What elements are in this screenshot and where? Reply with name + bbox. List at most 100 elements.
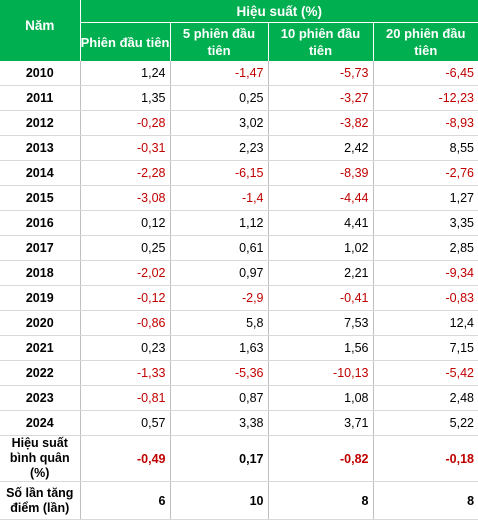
count-up-value: 8 [373,481,478,520]
value-cell: 2,23 [170,135,269,161]
value-cell: -3,27 [268,85,374,111]
value-cell: 1,56 [268,335,374,361]
value-cell: 3,71 [268,410,374,436]
value-cell: 0,61 [170,235,269,261]
performance-group-header: Hiệu suất (%) [80,0,478,23]
value-cell: -0,86 [80,310,171,336]
table-row: 2010 1,24 -1,47 -5,73 -6,45 [0,61,478,86]
value-cell: -2,02 [80,260,171,286]
value-cell: 12,4 [373,310,478,336]
value-cell: -0,12 [80,285,171,311]
year-cell: 2015 [0,185,81,211]
value-cell: 0,25 [170,85,269,111]
value-cell: 0,23 [80,335,171,361]
value-cell: 1,02 [268,235,374,261]
year-cell: 2024 [0,410,81,436]
value-cell: 5,8 [170,310,269,336]
table-row: 2020 -0,86 5,8 7,53 12,4 [0,310,478,336]
count-up-value: 6 [80,481,171,520]
value-cell: -5,36 [170,360,269,386]
average-row: Hiệu suất bình quân (%) -0,49 0,17 -0,82… [0,435,478,482]
value-cell: 1,12 [170,210,269,236]
average-label: Hiệu suất bình quân (%) [0,435,81,482]
table-row: 2012 -0,28 3,02 -3,82 -8,93 [0,110,478,136]
year-cell: 2018 [0,260,81,286]
value-cell: 5,22 [373,410,478,436]
table-row: 2018 -2,02 0,97 2,21 -9,34 [0,260,478,286]
value-cell: 1,08 [268,385,374,411]
value-cell: 7,15 [373,335,478,361]
value-cell: 3,02 [170,110,269,136]
value-cell: -0,31 [80,135,171,161]
value-cell: -2,76 [373,160,478,186]
table-row: 2013 -0,31 2,23 2,42 8,55 [0,135,478,161]
value-cell: -8,39 [268,160,374,186]
year-cell: 2016 [0,210,81,236]
value-cell: -6,45 [373,61,478,86]
value-cell: -5,73 [268,61,374,86]
table-header: Năm Hiệu suất (%) Phiên đầu tiên 5 phiên… [0,0,478,61]
table-row: 2017 0,25 0,61 1,02 2,85 [0,235,478,261]
value-cell: -1,4 [170,185,269,211]
value-cell: 2,85 [373,235,478,261]
year-cell: 2013 [0,135,81,161]
column-header-first-session: Phiên đầu tiên [80,22,171,61]
value-cell: 0,12 [80,210,171,236]
value-cell: 3,38 [170,410,269,436]
value-cell: -2,9 [170,285,269,311]
value-cell: 1,24 [80,61,171,86]
table-row: 2022 -1,33 -5,36 -10,13 -5,42 [0,360,478,386]
average-value: -0,18 [373,435,478,482]
count-up-row: Số lần tăng điểm (lần) 6 10 8 8 [0,481,478,520]
value-cell: -0,81 [80,385,171,411]
year-cell: 2017 [0,235,81,261]
year-cell: 2012 [0,110,81,136]
count-up-value: 10 [170,481,269,520]
value-cell: -3,82 [268,110,374,136]
year-cell: 2019 [0,285,81,311]
value-cell: 0,87 [170,385,269,411]
value-cell: -0,83 [373,285,478,311]
year-cell: 2023 [0,385,81,411]
average-value: -0,82 [268,435,374,482]
value-cell: -1,33 [80,360,171,386]
table-row: 2014 -2,28 -6,15 -8,39 -2,76 [0,160,478,186]
value-cell: 8,55 [373,135,478,161]
year-cell: 2010 [0,61,81,86]
value-cell: 2,48 [373,385,478,411]
value-cell: 3,35 [373,210,478,236]
value-cell: 4,41 [268,210,374,236]
value-cell: 2,42 [268,135,374,161]
value-cell: 2,21 [268,260,374,286]
value-cell: -3,08 [80,185,171,211]
value-cell: -12,23 [373,85,478,111]
value-cell: -10,13 [268,360,374,386]
value-cell: -6,15 [170,160,269,186]
value-cell: 0,57 [80,410,171,436]
value-cell: 1,63 [170,335,269,361]
year-cell: 2021 [0,335,81,361]
column-header-first-10-sessions: 10 phiên đầu tiên [268,22,374,61]
value-cell: -5,42 [373,360,478,386]
table-row: 2011 1,35 0,25 -3,27 -12,23 [0,85,478,111]
table-row: 2015 -3,08 -1,4 -4,44 1,27 [0,185,478,211]
year-cell: 2011 [0,85,81,111]
year-column-header: Năm [0,0,81,61]
value-cell: -8,93 [373,110,478,136]
average-value: 0,17 [170,435,269,482]
value-cell: -2,28 [80,160,171,186]
table-body: 2010 1,24 -1,47 -5,73 -6,45 2011 1,35 0,25 -3,27… [0,61,478,520]
count-up-value: 8 [268,481,374,520]
table-row: 2024 0,57 3,38 3,71 5,22 [0,410,478,436]
value-cell: -4,44 [268,185,374,211]
table-row: 2019 -0,12 -2,9 -0,41 -0,83 [0,285,478,311]
value-cell: 7,53 [268,310,374,336]
year-cell: 2014 [0,160,81,186]
column-header-first-5-sessions: 5 phiên đầu tiên [170,22,269,61]
year-cell: 2020 [0,310,81,336]
value-cell: 0,25 [80,235,171,261]
value-cell: 1,35 [80,85,171,111]
table-row: 2016 0,12 1,12 4,41 3,35 [0,210,478,236]
